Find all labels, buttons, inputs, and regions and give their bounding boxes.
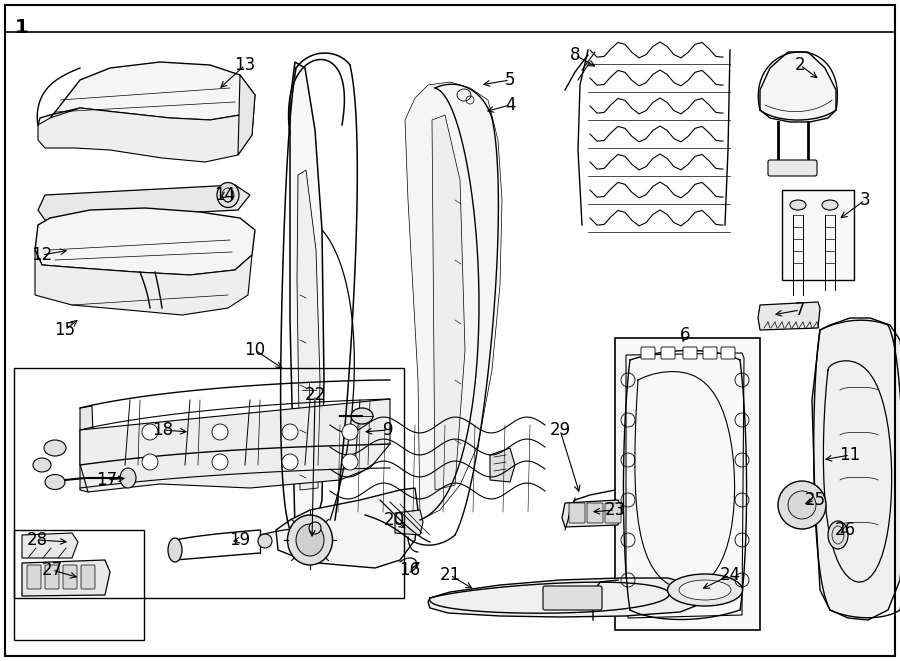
FancyBboxPatch shape [45, 565, 59, 589]
Text: 13: 13 [234, 56, 256, 74]
Polygon shape [290, 62, 324, 530]
Text: 11: 11 [840, 446, 860, 464]
Circle shape [778, 481, 826, 529]
Ellipse shape [45, 475, 65, 490]
FancyBboxPatch shape [543, 586, 602, 610]
Ellipse shape [822, 200, 838, 210]
FancyBboxPatch shape [569, 503, 585, 523]
Polygon shape [276, 488, 418, 568]
Ellipse shape [351, 408, 373, 424]
FancyBboxPatch shape [768, 160, 817, 176]
Text: 22: 22 [304, 386, 326, 404]
Circle shape [142, 424, 158, 440]
Text: 27: 27 [41, 561, 63, 579]
Polygon shape [38, 185, 250, 220]
Circle shape [282, 454, 298, 470]
Text: 7: 7 [795, 301, 806, 319]
Text: 10: 10 [245, 341, 266, 359]
FancyBboxPatch shape [587, 503, 603, 523]
Text: 6: 6 [680, 326, 690, 344]
Polygon shape [38, 62, 255, 125]
FancyBboxPatch shape [63, 565, 77, 589]
Polygon shape [812, 318, 900, 620]
Circle shape [142, 454, 158, 470]
Polygon shape [22, 560, 110, 596]
Polygon shape [760, 52, 836, 122]
FancyBboxPatch shape [782, 190, 854, 280]
Text: 9: 9 [382, 421, 393, 439]
Ellipse shape [258, 534, 272, 548]
Polygon shape [238, 75, 255, 155]
Ellipse shape [287, 515, 332, 565]
Polygon shape [432, 115, 465, 490]
Polygon shape [562, 500, 622, 527]
Text: 25: 25 [805, 491, 825, 509]
FancyBboxPatch shape [641, 347, 655, 359]
Text: 14: 14 [214, 186, 236, 204]
Ellipse shape [120, 468, 136, 488]
Polygon shape [22, 533, 78, 558]
Text: 1: 1 [15, 18, 29, 37]
Ellipse shape [168, 538, 182, 562]
Text: 3: 3 [860, 191, 870, 209]
Circle shape [342, 424, 358, 440]
FancyBboxPatch shape [683, 347, 697, 359]
Text: 23: 23 [605, 501, 626, 519]
Text: 5: 5 [505, 71, 515, 89]
Text: 16: 16 [400, 561, 420, 579]
Circle shape [788, 491, 816, 519]
FancyBboxPatch shape [703, 347, 717, 359]
Text: 15: 15 [54, 321, 76, 339]
Ellipse shape [790, 200, 806, 210]
Text: 28: 28 [26, 531, 48, 549]
Ellipse shape [33, 458, 51, 472]
Ellipse shape [296, 524, 324, 556]
Polygon shape [428, 578, 698, 617]
Polygon shape [35, 250, 252, 315]
Text: 29: 29 [549, 421, 571, 439]
Polygon shape [80, 406, 95, 492]
Text: 20: 20 [383, 511, 405, 529]
Polygon shape [758, 302, 820, 330]
FancyBboxPatch shape [81, 565, 95, 589]
Ellipse shape [668, 574, 742, 606]
Polygon shape [395, 510, 423, 535]
Circle shape [212, 454, 228, 470]
Text: 26: 26 [834, 521, 856, 539]
Text: 19: 19 [230, 531, 250, 549]
Text: 4: 4 [505, 96, 515, 114]
Polygon shape [405, 82, 502, 520]
FancyBboxPatch shape [605, 503, 621, 523]
Ellipse shape [217, 182, 239, 208]
Polygon shape [35, 208, 255, 275]
Circle shape [212, 424, 228, 440]
Text: 21: 21 [439, 566, 461, 584]
Text: 24: 24 [719, 566, 741, 584]
Polygon shape [80, 399, 390, 492]
Polygon shape [38, 95, 255, 162]
FancyBboxPatch shape [615, 338, 760, 630]
Ellipse shape [828, 521, 848, 549]
Ellipse shape [309, 522, 321, 534]
FancyBboxPatch shape [661, 347, 675, 359]
Ellipse shape [679, 580, 731, 600]
Polygon shape [297, 170, 320, 490]
Polygon shape [490, 448, 515, 482]
Text: 17: 17 [96, 471, 118, 489]
FancyBboxPatch shape [27, 565, 41, 589]
Text: 12: 12 [32, 246, 52, 264]
Text: 8: 8 [570, 46, 580, 64]
Circle shape [342, 454, 358, 470]
Text: 2: 2 [795, 56, 806, 74]
Text: 18: 18 [152, 421, 174, 439]
Ellipse shape [44, 440, 66, 456]
FancyBboxPatch shape [721, 347, 735, 359]
Circle shape [282, 424, 298, 440]
